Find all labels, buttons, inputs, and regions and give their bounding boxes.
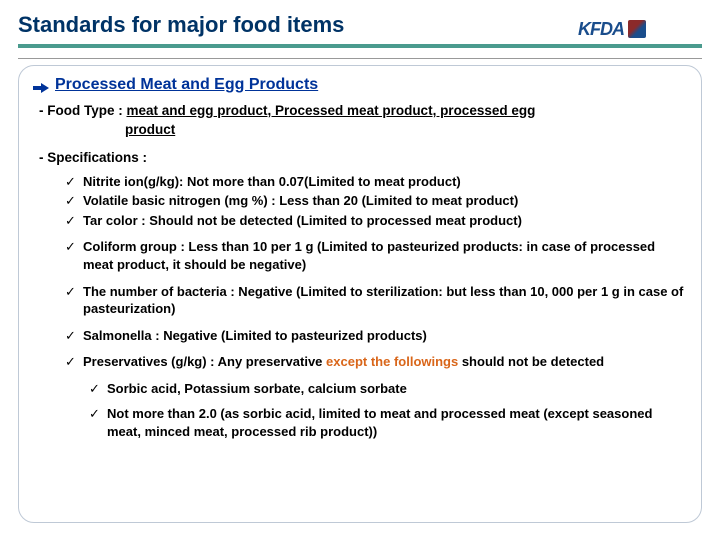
specifications-label: - Specifications : xyxy=(39,150,687,165)
arrow-icon xyxy=(33,80,49,90)
spec-list: Nitrite ion(g/kg): Not more than 0.07(Li… xyxy=(65,173,687,371)
section-header: Processed Meat and Egg Products xyxy=(33,76,687,94)
food-type: - Food Type : meat and egg product, Proc… xyxy=(39,102,687,140)
title-underline-thin xyxy=(18,58,702,59)
spec-item: Coliform group : Less than 10 per 1 g (L… xyxy=(65,238,687,273)
spec-item: Nitrite ion(g/kg): Not more than 0.07(Li… xyxy=(65,173,687,191)
logo-mark-icon xyxy=(628,20,646,38)
section-heading: Processed Meat and Egg Products xyxy=(55,76,318,94)
preservatives-highlight: except the followings xyxy=(326,354,458,369)
food-type-label: - Food Type : xyxy=(39,103,127,118)
sub-spec-list: Sorbic acid, Potassium sorbate, calcium … xyxy=(89,380,687,441)
food-type-value-2: product xyxy=(125,122,175,137)
spec-item: Volatile basic nitrogen (mg %) : Less th… xyxy=(65,192,687,210)
logo-text: KFDA xyxy=(578,19,624,40)
title-underline xyxy=(18,44,702,48)
spec-item: Tar color : Should not be detected (Limi… xyxy=(65,212,687,230)
sub-spec-item: Not more than 2.0 (as sorbic acid, limit… xyxy=(89,405,687,440)
food-type-value-1: meat and egg product, Processed meat pro… xyxy=(127,103,536,118)
sub-spec-item: Sorbic acid, Potassium sorbate, calcium … xyxy=(89,380,687,398)
slide: KFDA Standards for major food items Proc… xyxy=(0,0,720,540)
spec-item: The number of bacteria : Negative (Limit… xyxy=(65,283,687,318)
content-box: Processed Meat and Egg Products - Food T… xyxy=(18,65,702,523)
spec-item: Salmonella : Negative (Limited to pasteu… xyxy=(65,327,687,345)
spec-item-preservatives: Preservatives (g/kg) : Any preservative … xyxy=(65,353,687,371)
preservatives-prefix: Preservatives (g/kg) : Any preservative xyxy=(83,354,326,369)
preservatives-suffix: should not be detected xyxy=(458,354,604,369)
logo: KFDA xyxy=(578,16,698,42)
